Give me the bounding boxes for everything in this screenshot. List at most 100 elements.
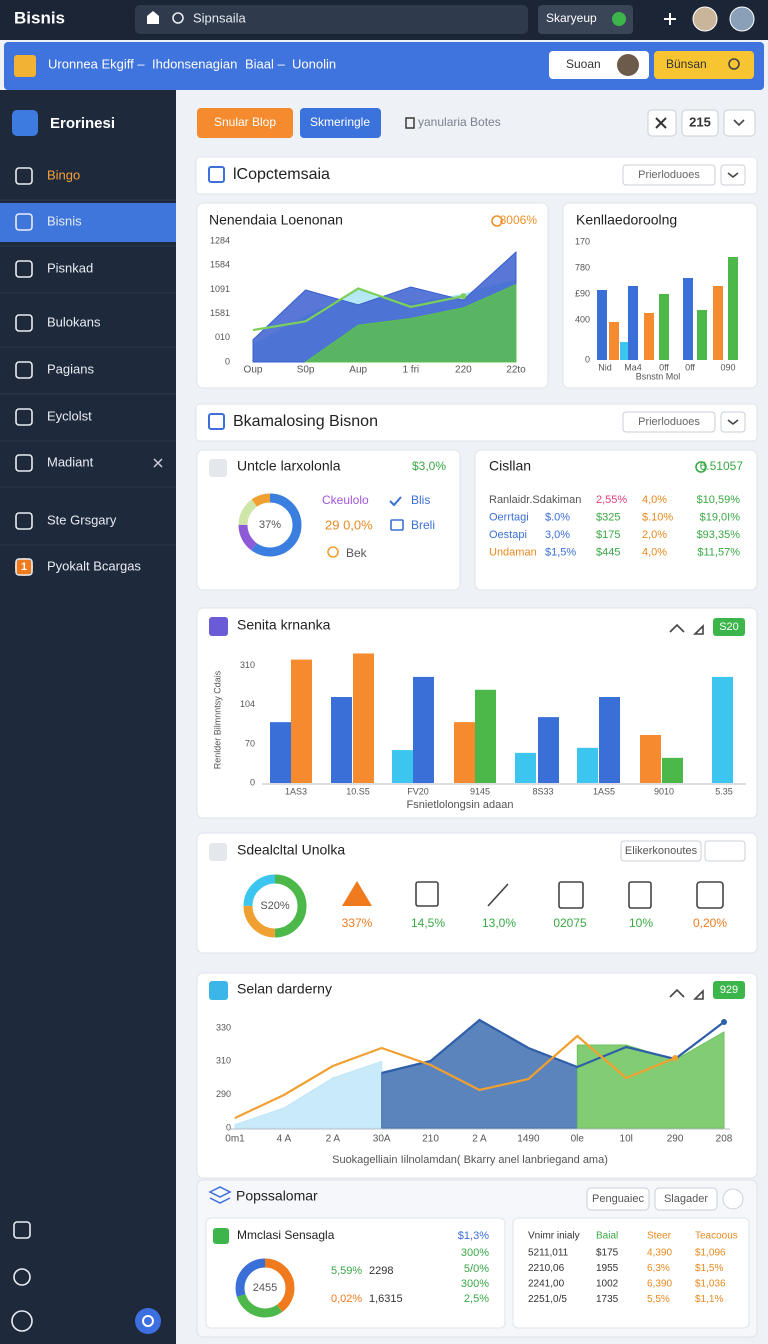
- link: yanularia Botes: [418, 115, 501, 129]
- y-tick-label: £90: [575, 288, 590, 298]
- bar: [683, 278, 693, 360]
- banner-icon: [14, 55, 36, 77]
- area: [304, 283, 517, 363]
- donut-segment: [243, 874, 307, 938]
- breadcrumb: Uonolin: [292, 56, 336, 71]
- y-tick-label: 1091: [210, 284, 230, 294]
- table-cell: 1002: [596, 1279, 619, 1290]
- filter-button[interactable]: [586, 1187, 650, 1211]
- point: [460, 293, 467, 300]
- bar: [609, 322, 619, 360]
- stat: 337%: [342, 916, 373, 930]
- add-icon[interactable]: [664, 13, 676, 25]
- nav-icon: [15, 167, 33, 185]
- legend-item: Breli: [411, 518, 435, 532]
- bar: [728, 257, 738, 360]
- y-tick-label: 010: [215, 332, 230, 342]
- search-text: Sipnsaila: [193, 10, 247, 25]
- card-title: Popssalomar: [236, 1188, 318, 1204]
- list-value: 300%: [461, 1247, 489, 1259]
- bar: [577, 747, 598, 783]
- button-label: Skaryeup: [546, 11, 597, 25]
- donut-segment: [235, 1258, 295, 1318]
- bar: [640, 734, 661, 783]
- bar: [454, 722, 475, 783]
- check-icon: [213, 1228, 229, 1244]
- top-button[interactable]: [538, 5, 633, 34]
- table-cell: 4,390: [647, 1248, 672, 1259]
- filter-button[interactable]: [620, 840, 702, 862]
- breadcrumb: Uronnea Ekgiff –: [48, 56, 145, 71]
- filter-button[interactable]: [622, 164, 716, 186]
- nav-icon[interactable]: [11, 1310, 33, 1332]
- bar: [697, 310, 707, 360]
- active-item[interactable]: [0, 203, 176, 242]
- nav-icon: [15, 314, 33, 332]
- bar: [331, 697, 352, 783]
- table-cell: 1955: [596, 1263, 619, 1274]
- chevron-button[interactable]: [704, 840, 746, 862]
- count-button[interactable]: [681, 109, 719, 137]
- point: [721, 1019, 727, 1025]
- edit-icon[interactable]: [693, 989, 704, 1000]
- x-tick-label: 5.35: [715, 786, 733, 796]
- home-icon[interactable]: [147, 11, 159, 24]
- home-icon[interactable]: [669, 623, 685, 633]
- icon-button[interactable]: [723, 109, 756, 137]
- table-header: Vnimr inialy: [528, 1231, 580, 1242]
- avatar[interactable]: [692, 6, 718, 32]
- nav-icon: [15, 512, 33, 530]
- y-tick-label: 290: [216, 1089, 231, 1099]
- x-tick-label: Ma4: [624, 362, 642, 372]
- donut-segment: [235, 1258, 295, 1318]
- nav-icon: [15, 408, 33, 426]
- table-cell: 2,55%: [596, 494, 627, 506]
- table-cell: $.0%: [545, 511, 570, 523]
- card-icon: [209, 843, 227, 861]
- axis-title: Suokagelliain Iilnolamdan( Bkarry anel l…: [332, 1154, 608, 1166]
- x-tick-label: 0ff: [685, 362, 695, 372]
- search-box[interactable]: [135, 5, 528, 34]
- filter-button[interactable]: [622, 411, 716, 433]
- nav-item: Bisnis: [47, 213, 82, 228]
- x-tick-label: 4 A: [277, 1134, 292, 1145]
- x-tick-label: Nid: [598, 362, 612, 372]
- filter-button[interactable]: [654, 1187, 718, 1211]
- x-tick-label: 0m1: [225, 1134, 245, 1145]
- chevron-button[interactable]: [722, 1188, 744, 1210]
- bar: [392, 750, 413, 783]
- x-tick-label: Aup: [349, 365, 367, 376]
- avatar[interactable]: [729, 6, 755, 32]
- nav-item: Pagians: [47, 361, 94, 376]
- chevron-button[interactable]: [720, 411, 746, 433]
- y-tick-label: 70: [245, 738, 255, 748]
- button-label: Snular Blop: [214, 115, 276, 129]
- breadcrumb: Ihdonsenagian: [152, 56, 237, 71]
- card: [474, 449, 758, 591]
- fab[interactable]: [135, 1308, 161, 1334]
- table-header: Steer: [647, 1231, 672, 1242]
- banner-button[interactable]: [654, 51, 754, 79]
- legend-item: Blis: [411, 493, 430, 507]
- card-title: Nenendaia Loenonan: [209, 212, 343, 228]
- close-icon: [655, 117, 667, 129]
- edit-icon[interactable]: [693, 624, 704, 635]
- nav-icon: [15, 260, 33, 278]
- table-cell: $10,59%: [697, 494, 741, 506]
- x-tick-label: 30A: [373, 1134, 391, 1145]
- home-icon[interactable]: [669, 988, 685, 998]
- table-cell: 2251,0/5: [528, 1294, 567, 1305]
- close-icon[interactable]: [153, 458, 163, 468]
- table-cell: $175: [596, 529, 620, 541]
- chevron: [733, 119, 745, 127]
- nav-icon[interactable]: [13, 1268, 31, 1286]
- card-icon: [209, 459, 227, 477]
- card-value: $3,0%: [412, 459, 446, 473]
- toolbar-button[interactable]: [197, 108, 293, 138]
- line: [252, 287, 464, 332]
- y-tick-label: 170: [575, 236, 590, 246]
- chevron-button[interactable]: [720, 164, 746, 186]
- nav-icon[interactable]: [13, 1221, 31, 1239]
- toolbar-button[interactable]: [300, 108, 381, 138]
- badge-label: S20: [719, 621, 739, 633]
